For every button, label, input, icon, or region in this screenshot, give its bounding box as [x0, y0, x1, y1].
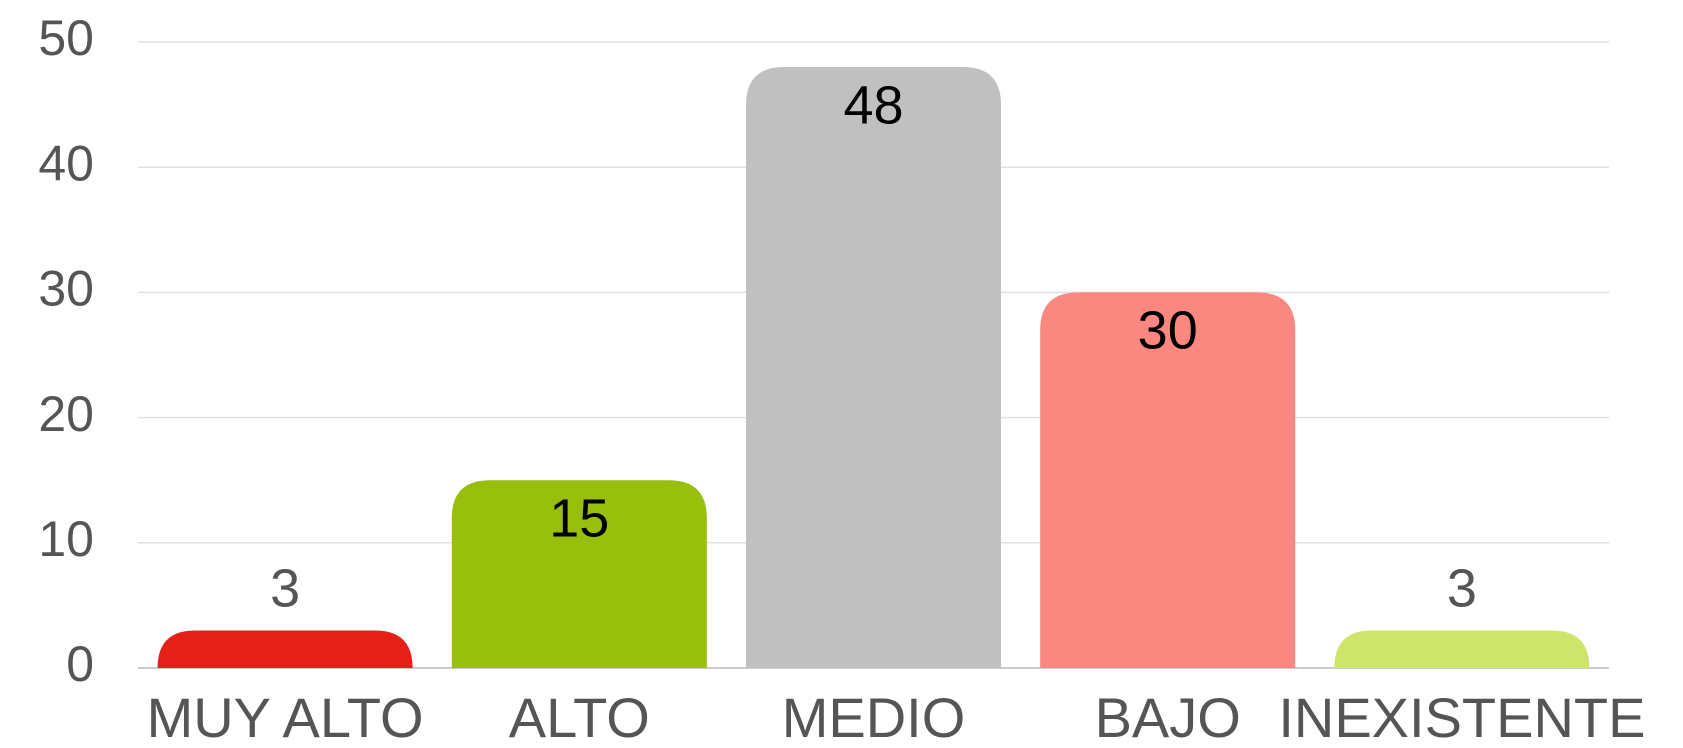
bar: [157, 630, 413, 668]
bar: [1040, 292, 1296, 668]
y-tick-label: 50: [38, 10, 94, 66]
value-label: 15: [549, 488, 609, 548]
y-tick-label: 10: [38, 511, 94, 567]
x-tick-label: INEXISTENTE: [1278, 686, 1645, 748]
y-tick-label: 30: [38, 261, 94, 317]
value-label: 3: [1447, 559, 1477, 619]
x-tick-label: MUY ALTO: [147, 686, 424, 748]
bar: [451, 480, 707, 668]
x-tick-label: MEDIO: [782, 686, 966, 748]
x-tick-label: ALTO: [509, 686, 650, 748]
bar: [745, 67, 1002, 669]
x-tick-label: BAJO: [1095, 686, 1241, 748]
y-tick-label: 20: [38, 386, 94, 442]
value-label: 30: [1138, 301, 1198, 361]
value-label: 3: [270, 559, 300, 619]
value-label: 48: [843, 75, 903, 135]
bar: [1334, 630, 1590, 668]
y-tick-label: 40: [38, 135, 94, 191]
y-tick-label: 0: [66, 636, 94, 692]
